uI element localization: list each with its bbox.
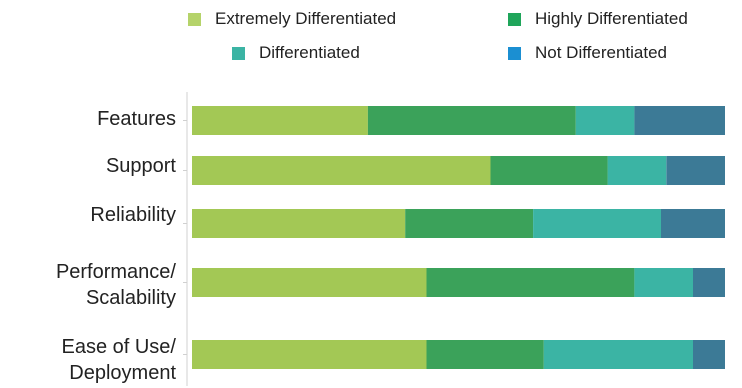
- legend-swatch: [188, 12, 201, 26]
- bar-segment: [192, 156, 491, 185]
- bar-segment: [693, 268, 725, 297]
- bar-segment: [634, 268, 693, 297]
- bar-segment: [367, 106, 576, 135]
- legend-item: Differentiated: [232, 43, 360, 63]
- bar-segment: [533, 209, 661, 238]
- bar-segment: [426, 268, 635, 297]
- category-label: Reliability: [90, 204, 176, 226]
- bar-segment: [192, 340, 427, 369]
- category-label: Performance/Scalability: [56, 261, 176, 309]
- legend-item: Extremely Differentiated: [188, 9, 396, 29]
- legend-item: Not Differentiated: [508, 43, 667, 63]
- category-label: Ease of Use/Deployment: [61, 336, 176, 384]
- legend-label: Extremely Differentiated: [215, 9, 397, 28]
- legend-label: Not Differentiated: [535, 43, 667, 62]
- bar-segment: [543, 340, 693, 369]
- bar-segment: [607, 156, 667, 185]
- bar-segment: [192, 106, 368, 135]
- category-label: Features: [97, 108, 176, 130]
- bar-segment: [634, 106, 725, 135]
- legend-swatch: [232, 46, 245, 60]
- legend-item: Highly Differentiated: [508, 9, 688, 29]
- bar-segment: [490, 156, 608, 185]
- legend-swatch: [508, 46, 521, 60]
- bar-segment: [575, 106, 635, 135]
- legend-label: Differentiated: [259, 43, 360, 62]
- legend-swatch: [508, 12, 521, 26]
- bar-segment: [192, 268, 427, 297]
- bar-segment: [405, 209, 534, 238]
- bar-segment: [666, 156, 725, 185]
- bar-segment: [693, 340, 725, 369]
- legend-label: Highly Differentiated: [535, 9, 688, 28]
- category-label: Support: [106, 155, 176, 177]
- bar-segment: [661, 209, 725, 238]
- bar-segment: [426, 340, 544, 369]
- bar-segment: [192, 209, 406, 238]
